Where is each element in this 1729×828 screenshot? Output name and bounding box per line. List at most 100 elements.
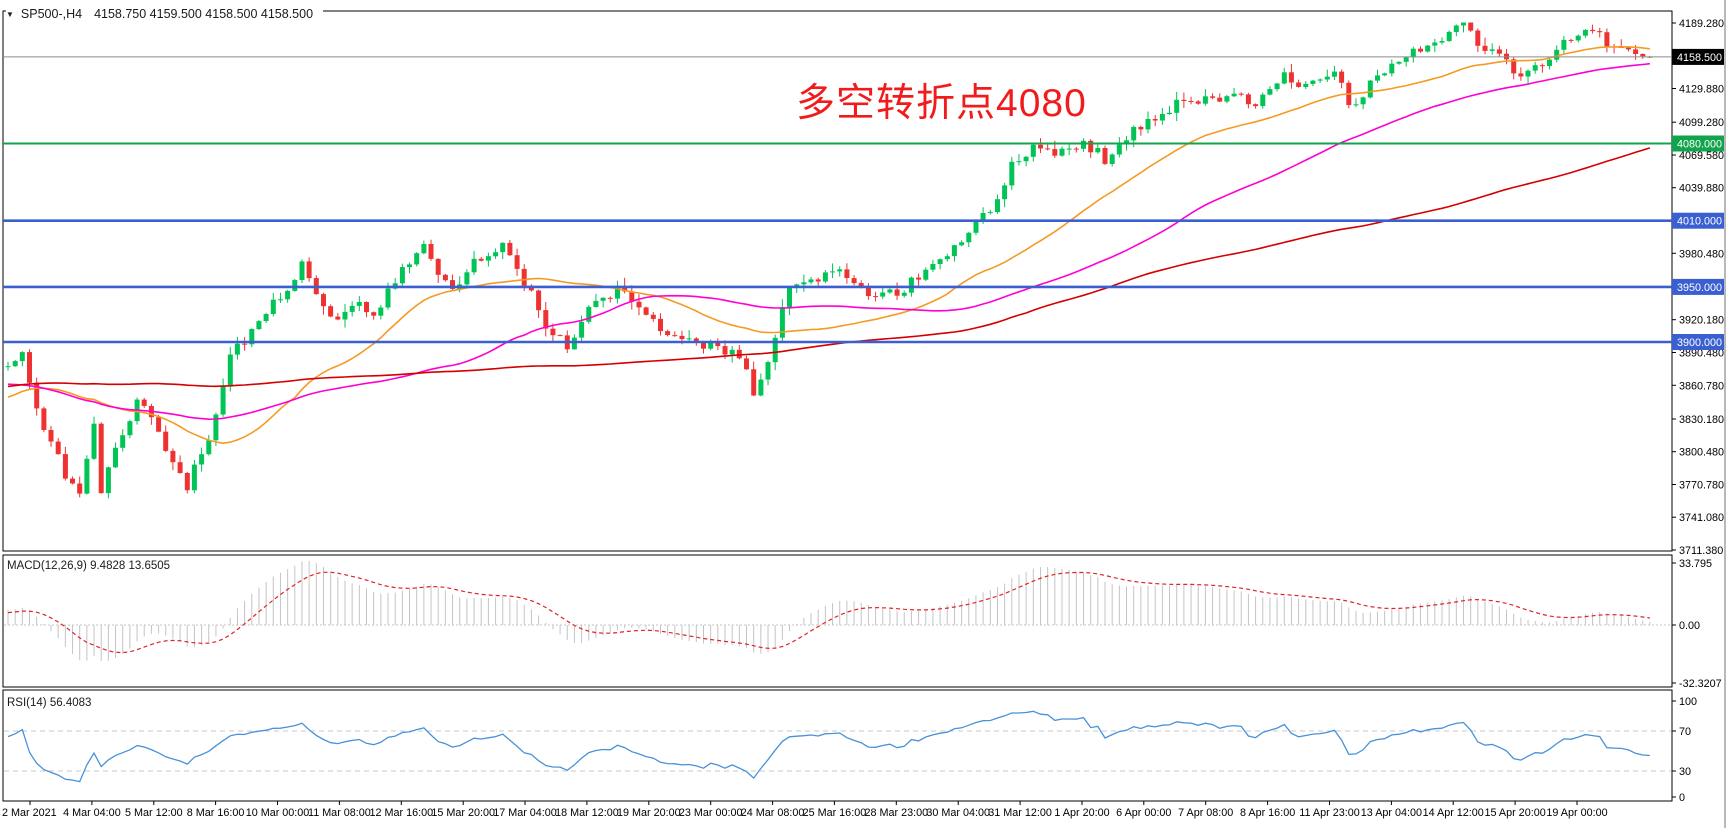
candle-body	[873, 296, 879, 298]
candle-body	[156, 417, 162, 432]
candle-body	[1281, 72, 1287, 84]
candle-body	[177, 462, 183, 473]
candle-body	[787, 287, 792, 308]
candle-body	[335, 316, 341, 320]
candle-body	[1625, 47, 1631, 50]
moving-averages-layer	[7, 45, 1651, 445]
candle-body	[105, 467, 111, 494]
candle-body	[715, 341, 721, 347]
candle-body	[1597, 31, 1603, 33]
annotation-text[interactable]: 多空转折点4080	[796, 82, 1087, 125]
level-price-badge[interactable]	[1672, 212, 1724, 229]
candle-body	[349, 305, 355, 312]
candle-body	[1159, 114, 1165, 121]
candle-body	[77, 483, 83, 494]
candle-body	[70, 478, 75, 484]
candle-body	[1102, 148, 1108, 164]
candle-body	[321, 294, 326, 307]
current-price-badge	[1672, 48, 1724, 65]
candle-body	[1461, 22, 1466, 26]
candle-body	[199, 454, 205, 465]
candle-body	[615, 285, 620, 299]
candle-body	[571, 337, 577, 350]
rsi-indicator-label: RSI(14) 56.4083	[7, 697, 91, 709]
candle-body	[292, 280, 298, 291]
candle-body	[514, 255, 520, 269]
symbol-dropdown-icon[interactable]: ▼	[6, 9, 14, 19]
level-price-badge[interactable]	[1672, 334, 1724, 350]
candle-body	[485, 256, 491, 261]
candle-body	[1525, 70, 1531, 77]
rsi-panel[interactable]	[2, 689, 1673, 802]
candle-body	[837, 269, 843, 272]
candle-body	[930, 264, 936, 270]
candle-body	[693, 338, 699, 343]
candle-body	[5, 366, 11, 368]
time-label: 10 Mar 00:00	[246, 807, 310, 819]
candle-body	[1604, 32, 1610, 47]
macd-panel[interactable]	[2, 554, 1673, 688]
candle-body	[12, 361, 18, 367]
candle-body	[249, 329, 255, 345]
candle-body	[643, 307, 649, 315]
candle-body	[1288, 72, 1294, 83]
candle-body	[973, 221, 979, 233]
candle-body	[1489, 49, 1495, 51]
candle-body	[1590, 29, 1596, 32]
candle-body	[830, 271, 835, 273]
candle-body	[1446, 31, 1452, 41]
candle-body	[285, 290, 291, 300]
price-tick-label: 3770.780	[1679, 480, 1724, 492]
price-tick-label: 4069.580	[1679, 150, 1724, 162]
candle-body	[263, 314, 269, 321]
candle-body	[1224, 96, 1230, 102]
candle-body	[34, 382, 40, 409]
price-tick-label: 3741.080	[1679, 512, 1724, 524]
candle-body	[959, 242, 965, 246]
price-tick-label: 3711.380	[1679, 545, 1723, 557]
candle-body	[679, 335, 685, 340]
rsi-layer	[4, 710, 1671, 783]
candle-body	[536, 290, 542, 311]
candle-body	[1539, 65, 1545, 67]
main-chart-panel[interactable]	[2, 10, 1673, 552]
macd-tick-label: -32.3207	[1679, 678, 1722, 690]
candle-body	[1324, 76, 1330, 80]
candle-body	[779, 307, 785, 338]
candle-body	[1066, 148, 1072, 150]
candle-body	[213, 414, 219, 441]
time-label: 5 Mar 12:00	[125, 807, 183, 819]
candle-body	[184, 473, 190, 491]
candle-body	[543, 310, 549, 329]
candle-body	[1002, 185, 1008, 200]
candle-body	[1124, 140, 1129, 145]
candle-body	[1145, 119, 1151, 130]
level-price-badge[interactable]	[1672, 278, 1724, 295]
candle-body	[858, 283, 864, 288]
candle-body	[1575, 35, 1581, 41]
candle-body	[722, 346, 728, 355]
candle-body	[1274, 83, 1280, 90]
candle-body	[1582, 29, 1588, 36]
rsi-line	[7, 710, 1650, 783]
candle-body	[1081, 140, 1086, 149]
candle-body	[1030, 144, 1036, 157]
candle-body	[471, 258, 477, 273]
candle-body	[1389, 63, 1395, 74]
candle-body	[916, 277, 922, 280]
candle-body	[1410, 48, 1416, 58]
candle-body	[55, 441, 61, 455]
candle-body	[579, 321, 585, 338]
candle-body	[1296, 82, 1302, 87]
candle-body	[84, 458, 90, 494]
price-tick-label: 4099.280	[1679, 117, 1724, 129]
time-label: 15 Mar 20:00	[431, 807, 495, 819]
time-label: 2 Mar 2021	[2, 807, 57, 819]
candle-body	[500, 242, 506, 253]
candle-body	[1511, 59, 1517, 74]
candle-body	[1425, 45, 1431, 52]
level-price-badge[interactable]	[1672, 135, 1724, 152]
symbol-name: SP500-,H4	[20, 7, 83, 21]
candle-body	[600, 297, 606, 301]
